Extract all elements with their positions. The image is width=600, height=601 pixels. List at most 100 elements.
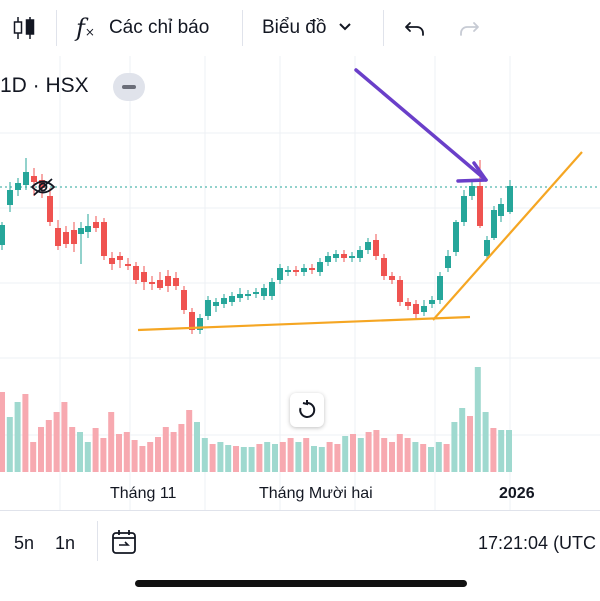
date-range-icon[interactable]	[110, 528, 138, 561]
volume-bar	[373, 430, 380, 472]
fx-icon: f×	[76, 14, 95, 42]
price-chart[interactable]	[0, 56, 600, 510]
undo-icon[interactable]	[402, 0, 428, 56]
candle-body	[189, 312, 195, 330]
volume-bar	[116, 434, 122, 472]
volume-bar	[131, 440, 138, 472]
volume-bar	[428, 447, 434, 472]
candle-body	[381, 258, 387, 276]
volume-bar	[451, 422, 458, 472]
eye-off-icon[interactable]	[30, 176, 56, 203]
candle-body	[117, 256, 123, 260]
candle-body	[277, 268, 283, 280]
candle-body	[109, 258, 115, 264]
volume-bar	[311, 446, 317, 472]
candle-body	[253, 292, 259, 294]
toolbar-separator	[56, 10, 57, 46]
volume-bar	[389, 442, 395, 472]
volume-bar	[155, 437, 161, 472]
volume-bar	[272, 444, 278, 472]
candle-body	[498, 204, 504, 216]
volume-bar	[295, 442, 302, 472]
chart-area[interactable]	[0, 56, 600, 510]
candle-body	[205, 300, 211, 316]
volume-bar	[443, 444, 450, 472]
volume-bar	[170, 432, 177, 472]
redo-icon[interactable]	[456, 0, 482, 56]
reset-icon[interactable]	[290, 393, 324, 427]
time-axis-label: Tháng 11	[110, 485, 177, 502]
candle-body	[47, 196, 53, 222]
volume-bar	[178, 424, 185, 472]
candle-body	[23, 172, 29, 185]
volume-bar	[467, 416, 473, 472]
volume-bar	[357, 438, 364, 472]
minus-icon[interactable]	[113, 73, 145, 101]
annotation-arrow-head	[456, 161, 488, 183]
candle-body	[55, 228, 61, 246]
candle-body	[389, 276, 395, 280]
volume-bar	[381, 438, 388, 472]
candle-body	[333, 254, 339, 258]
chart-type-button[interactable]: Biểu đồ	[262, 0, 352, 56]
candles-icon[interactable]	[10, 0, 38, 56]
candle-body	[7, 190, 13, 205]
volume-bar	[233, 446, 239, 472]
range-5d-button[interactable]: 5n	[14, 533, 35, 553]
volume-bar	[303, 438, 310, 472]
candle-body	[461, 196, 467, 222]
volume-bar	[209, 444, 216, 472]
volume-bar	[396, 434, 403, 472]
volume-bar	[248, 447, 255, 472]
candle-body	[261, 288, 267, 296]
candle-body	[133, 266, 139, 280]
clock-label: 17:21:04 (UTC	[478, 533, 597, 553]
candle-body	[429, 300, 435, 304]
time-axis-label: 2026	[499, 485, 535, 502]
volume-bar	[256, 444, 263, 472]
candle-body	[101, 222, 107, 256]
candle-body	[245, 294, 251, 296]
volume-bar	[404, 438, 411, 472]
candle-body	[85, 226, 91, 232]
volume-bar	[186, 410, 193, 472]
toolbar-separator	[383, 10, 384, 46]
indicators-button[interactable]: f× Các chỉ báo	[76, 0, 209, 56]
symbol-label[interactable]: 1D · HSX	[0, 74, 89, 97]
candle-body	[237, 294, 243, 298]
volume-bar	[326, 442, 333, 472]
chart-type-label: Biểu đồ	[262, 17, 327, 38]
candle-body	[269, 282, 275, 296]
volume-bar	[61, 402, 68, 472]
candle-body	[421, 306, 427, 312]
candle-body	[484, 240, 490, 256]
volume-bar	[6, 417, 13, 472]
volume-bar	[14, 402, 21, 472]
candle-body	[341, 254, 347, 258]
annotation-arrow	[354, 68, 488, 182]
volume-bar	[53, 412, 60, 472]
candle-body	[365, 242, 371, 250]
volume-bar	[342, 436, 349, 472]
volume-bar	[279, 442, 286, 472]
candle-body	[63, 232, 69, 244]
range-1m-button[interactable]: 1n	[55, 533, 76, 553]
candle-body	[413, 304, 419, 314]
volume-bar	[318, 447, 325, 472]
volume-bar	[147, 442, 154, 472]
volume-bar	[482, 412, 489, 472]
candle-body	[221, 298, 227, 304]
volume-bar	[506, 430, 512, 472]
volume-bar	[92, 428, 99, 472]
candle-body	[173, 278, 179, 286]
candle-body	[469, 186, 475, 196]
candle-body	[0, 225, 5, 245]
candle-body	[31, 176, 37, 182]
chevron-down-icon	[338, 19, 352, 37]
candle-body	[453, 222, 459, 252]
volume-bar	[84, 442, 91, 472]
candle-body	[125, 264, 131, 266]
volume-bar	[45, 420, 52, 472]
bottom-bar: 5n 1n 17:21:04 (UTC	[0, 510, 600, 601]
volume-bar	[264, 442, 271, 472]
